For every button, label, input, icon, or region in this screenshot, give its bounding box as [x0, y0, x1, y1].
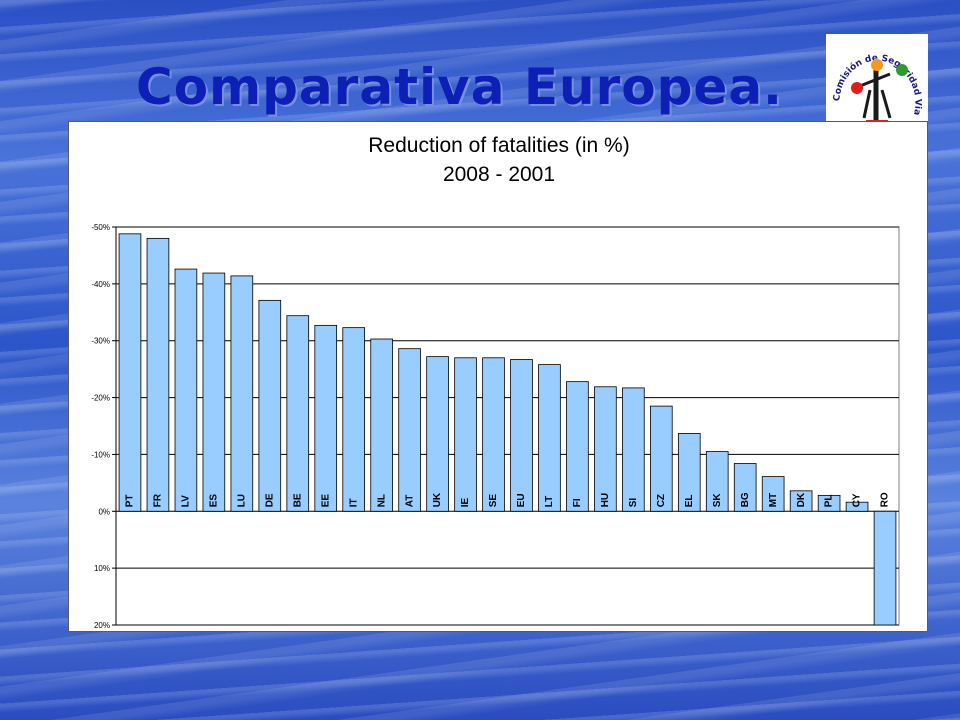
category-label-es: ES: [209, 494, 220, 508]
category-label-lu: LU: [236, 494, 247, 507]
bar-bg: [733, 463, 757, 512]
category-label-it: IT: [348, 498, 359, 507]
category-label-bg: BG: [740, 492, 751, 507]
y-tick-label: 0%: [98, 507, 110, 516]
commission-logo: Comisión de Seguridad Vial del Alto y Me…: [823, 26, 928, 158]
slide-title: Comparativa Europea.: [136, 58, 784, 116]
category-label-eu: EU: [516, 493, 527, 507]
category-label-uk: UK: [432, 492, 443, 507]
bar-dk: [789, 490, 813, 512]
bar-pt: [118, 233, 142, 512]
bar-ro: [873, 510, 897, 626]
bar-it: [342, 327, 366, 512]
category-label-be: BE: [292, 493, 303, 507]
bar-es: [202, 272, 226, 512]
bar-fi: [566, 381, 589, 512]
category-label-fi: FI: [572, 498, 583, 507]
category-label-de: DE: [264, 493, 275, 507]
category-label-lv: LV: [181, 495, 192, 507]
y-tick-label: -50%: [91, 223, 110, 232]
category-label-pl: PL: [824, 495, 835, 508]
category-label-cz: CZ: [656, 494, 667, 507]
category-label-si: SI: [628, 498, 639, 508]
bar-el: [677, 432, 701, 512]
bar-lv: [174, 268, 198, 512]
category-label-sk: SK: [712, 493, 723, 508]
bar-pl: [817, 494, 841, 512]
category-label-nl: NL: [376, 494, 387, 507]
bar-mt: [761, 476, 785, 512]
bar-at: [398, 348, 421, 512]
category-label-ro: RO: [880, 492, 891, 507]
bar-lu: [230, 275, 254, 512]
chart-subtitle: 2008 - 2001: [442, 163, 556, 186]
bar-lt: [538, 364, 561, 512]
bar-cy: [845, 501, 869, 512]
category-label-mt: MT: [768, 493, 779, 507]
bar-ie: [454, 357, 477, 512]
bar-uk: [426, 356, 449, 512]
category-label-fr: FR: [153, 493, 164, 507]
fatalities-bar-chart: PT FR LV ES LU DE BE EE IT NL AT UK IE SE EU LT FI HU SI CZ…: [91, 223, 900, 630]
category-label-el: EL: [684, 495, 695, 508]
y-tick-label: 10%: [94, 564, 110, 573]
bar-eu: [510, 359, 533, 512]
category-label-cy: CY: [852, 493, 863, 507]
y-tick-label: -30%: [91, 337, 110, 346]
bar-hu: [594, 386, 617, 512]
chart-frame: PT FR LV ES LU DE BE EE IT NL AT UK IE SE EU LT FI HU SI CZ…: [68, 121, 928, 632]
bar-de: [258, 299, 282, 512]
category-label-ee: EE: [320, 494, 331, 508]
category-label-hu: HU: [600, 493, 611, 507]
bar-si: [622, 387, 645, 512]
category-label-pt: PT: [125, 495, 136, 508]
category-label-lt: LT: [544, 496, 555, 507]
chart-title: Reduction of fatalities (in %): [368, 134, 630, 157]
bar-cz: [649, 405, 673, 512]
category-label-at: AT: [404, 495, 415, 508]
bar-fr: [146, 237, 170, 512]
y-tick-label: 20%: [94, 621, 110, 630]
bar-ee: [314, 324, 338, 512]
category-label-ie: IE: [460, 498, 471, 508]
y-tick-label: -10%: [91, 450, 110, 459]
bar-nl: [370, 338, 393, 512]
category-label-dk: DK: [796, 492, 807, 507]
y-tick-label: -20%: [91, 394, 110, 403]
bar-se: [482, 357, 505, 512]
y-tick-label: -40%: [91, 280, 110, 289]
bar-be: [286, 315, 310, 512]
category-label-se: SE: [488, 494, 499, 508]
bar-sk: [705, 451, 729, 512]
